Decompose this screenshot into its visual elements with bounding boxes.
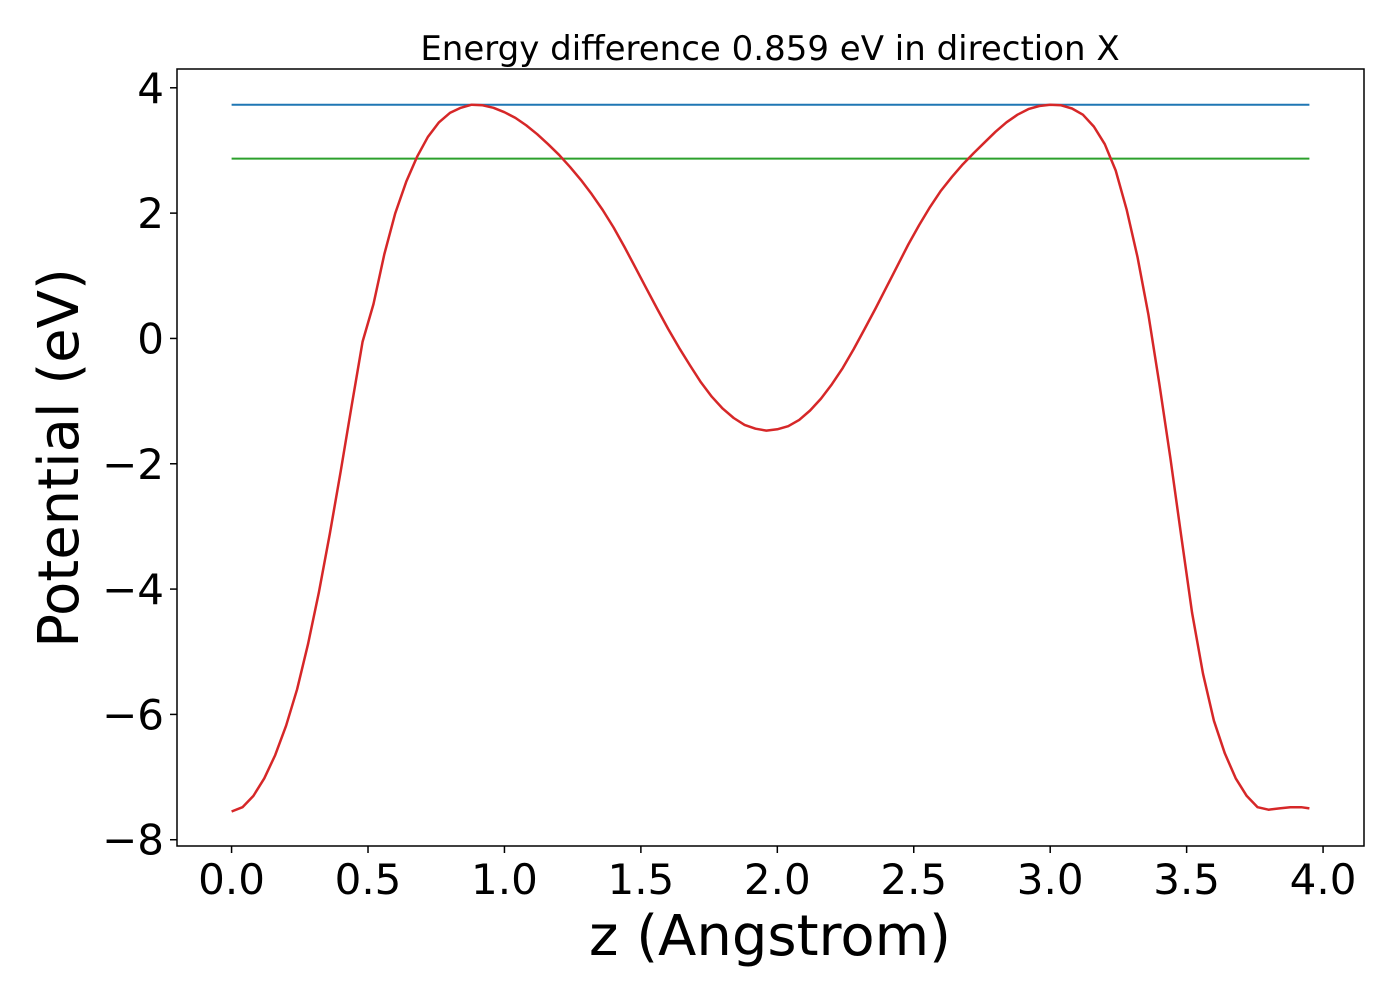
plot-lines xyxy=(231,103,1310,813)
y-axis-label: Potential (eV) xyxy=(27,268,92,648)
x-tick-label: 2.5 xyxy=(880,855,947,904)
y-axis-ticks: −8 −6 −4 −2 0 2 4 xyxy=(102,64,177,865)
x-tick-label: 3.5 xyxy=(1153,855,1220,904)
y-tick-label: −4 xyxy=(102,565,164,614)
y-tick-label: −2 xyxy=(102,440,164,489)
x-tick-label: 1.0 xyxy=(471,855,538,904)
y-tick-label: 4 xyxy=(137,64,164,113)
y-tick-label: 2 xyxy=(137,189,164,238)
x-axis-label: z (Angstrom) xyxy=(589,904,951,969)
x-tick-label: 3.0 xyxy=(1017,855,1084,904)
x-tick-label: 0.5 xyxy=(335,855,402,904)
x-axis-ticks: 0.0 0.5 1.0 1.5 2.0 2.5 3.0 3.5 4.0 xyxy=(198,846,1356,904)
y-tick-label: −8 xyxy=(102,816,164,865)
chart-title: Energy difference 0.859 eV in direction … xyxy=(420,29,1119,69)
plot-frame xyxy=(176,68,1365,847)
x-tick-label: 0.0 xyxy=(198,855,265,904)
series-line-2 xyxy=(231,103,1310,813)
x-tick-label: 1.5 xyxy=(607,855,674,904)
y-tick-label: −6 xyxy=(102,690,164,739)
x-tick-label: 2.0 xyxy=(744,855,811,904)
x-tick-label: 4.0 xyxy=(1290,855,1357,904)
y-tick-label: 0 xyxy=(137,314,164,363)
